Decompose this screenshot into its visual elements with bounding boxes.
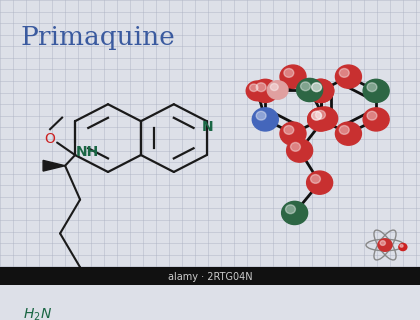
Circle shape [399, 244, 407, 251]
Circle shape [286, 139, 312, 162]
Circle shape [249, 84, 258, 92]
Circle shape [363, 108, 389, 131]
Circle shape [308, 108, 334, 131]
Circle shape [315, 110, 326, 119]
Text: alamy · 2RTG04N: alamy · 2RTG04N [168, 272, 252, 282]
Circle shape [308, 79, 334, 102]
Circle shape [339, 125, 349, 134]
Circle shape [267, 81, 288, 99]
Circle shape [270, 84, 278, 91]
Circle shape [312, 83, 321, 92]
Circle shape [336, 122, 362, 145]
Circle shape [400, 244, 403, 247]
Circle shape [308, 79, 334, 102]
Circle shape [286, 205, 295, 214]
Circle shape [312, 83, 321, 92]
Circle shape [297, 78, 323, 101]
Circle shape [307, 171, 333, 194]
Text: O: O [45, 132, 55, 146]
Text: NH: NH [76, 145, 99, 159]
Circle shape [336, 65, 362, 88]
Circle shape [367, 83, 377, 92]
Polygon shape [43, 160, 65, 171]
Circle shape [284, 125, 294, 134]
Text: $H_2N$: $H_2N$ [23, 307, 52, 320]
Circle shape [301, 82, 310, 91]
Circle shape [380, 241, 386, 245]
Circle shape [363, 79, 389, 102]
Circle shape [312, 107, 338, 130]
Circle shape [256, 83, 266, 92]
Circle shape [256, 111, 266, 120]
Circle shape [252, 108, 278, 131]
Circle shape [312, 111, 321, 120]
Circle shape [378, 239, 392, 251]
Text: N: N [202, 120, 213, 133]
Circle shape [312, 111, 321, 120]
Circle shape [246, 81, 268, 101]
Circle shape [308, 108, 334, 131]
Circle shape [280, 65, 306, 88]
Circle shape [367, 111, 377, 120]
Circle shape [339, 68, 349, 77]
Circle shape [291, 142, 300, 151]
Circle shape [282, 201, 307, 225]
Circle shape [310, 174, 320, 183]
Bar [0, 267, 420, 285]
Circle shape [284, 68, 294, 77]
Text: Primaquine: Primaquine [20, 25, 175, 50]
Circle shape [252, 79, 278, 102]
Circle shape [280, 122, 306, 145]
